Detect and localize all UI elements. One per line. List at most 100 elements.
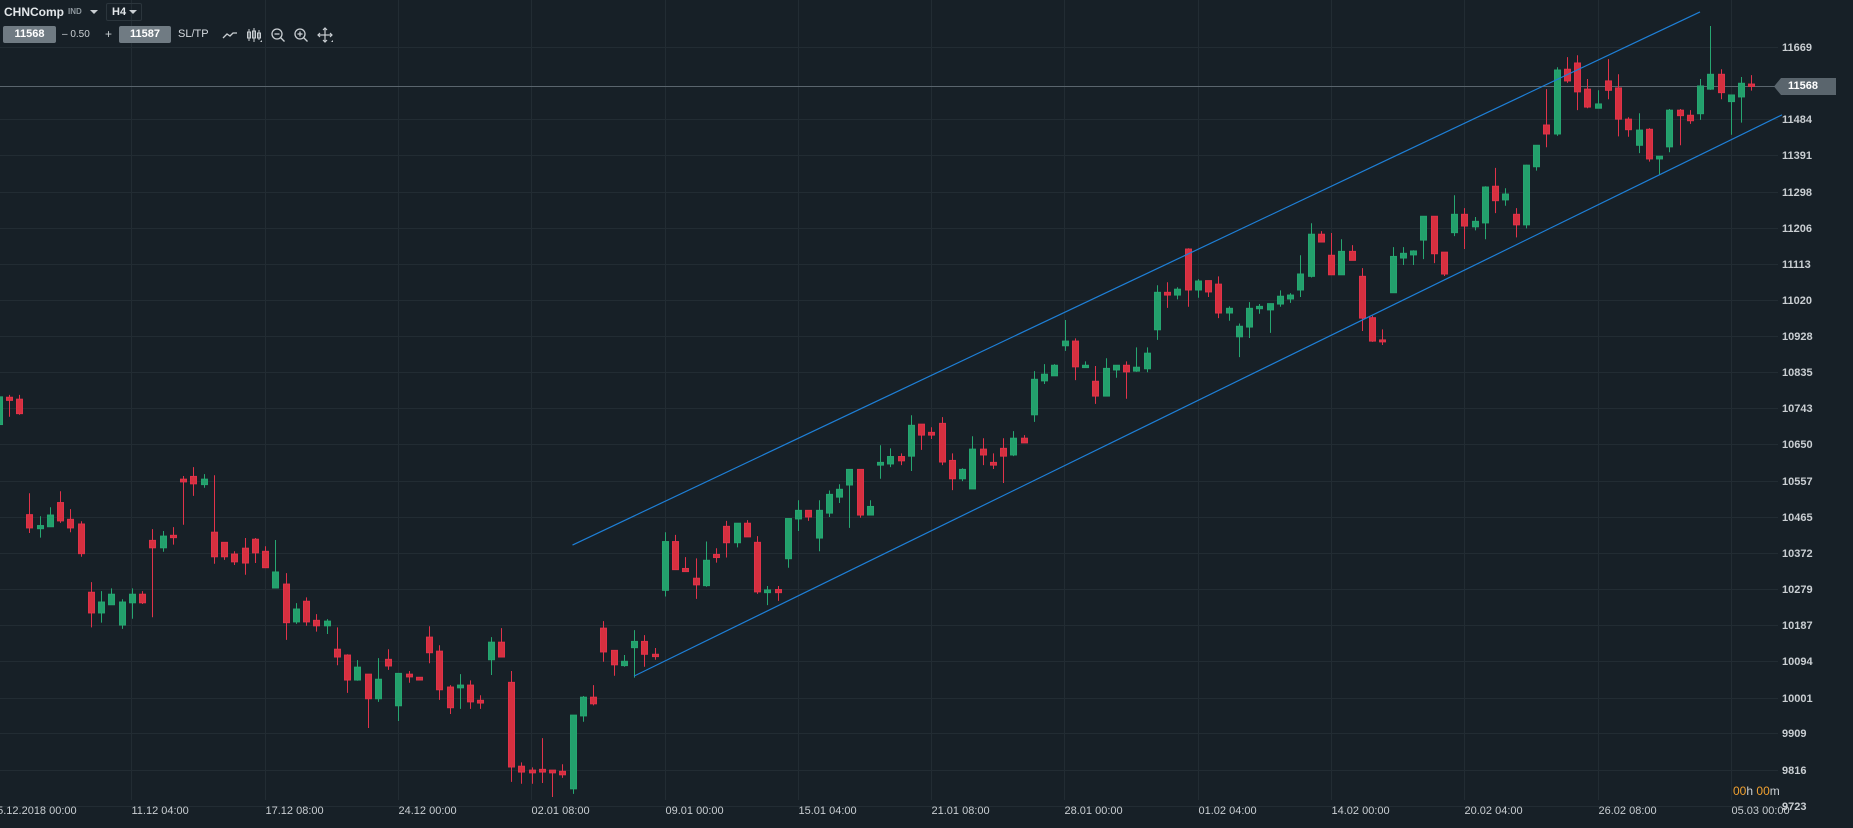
candle-up (1410, 250, 1417, 266)
candle-down (170, 527, 177, 545)
line-chart-icon[interactable] (222, 27, 238, 43)
candle-body (1174, 288, 1181, 296)
candle-up (488, 637, 495, 675)
candle-body (1646, 128, 1653, 160)
sell-price-button[interactable]: 11568 (3, 26, 56, 43)
candle-up (1062, 320, 1069, 351)
candle-up (1103, 358, 1110, 397)
candle-body (713, 553, 720, 559)
candle-down (436, 645, 443, 700)
candle-body (641, 640, 648, 655)
price-tick-label: 11669 (1782, 41, 1812, 54)
candle-body (231, 553, 238, 563)
candle-body (703, 559, 710, 587)
candle-body (682, 567, 689, 573)
candle-down (221, 541, 228, 560)
zoom-out-icon[interactable] (270, 27, 286, 43)
candle-body (1615, 87, 1622, 120)
candle-body (1349, 250, 1356, 261)
price-tick-label: 11298 (1782, 186, 1812, 199)
price-tick-label: 10465 (1782, 511, 1813, 524)
candle-up (1338, 239, 1345, 276)
buy-price-button[interactable]: 11587 (119, 26, 171, 43)
trend-channel[interactable] (572, 11, 1783, 677)
candle-body (1062, 340, 1069, 347)
move-icon[interactable] (317, 27, 333, 43)
candle-up (1390, 247, 1397, 294)
candle-down (67, 509, 74, 533)
chevron-down-icon[interactable] (90, 10, 98, 14)
candle-up (293, 603, 300, 624)
candle-up (1738, 77, 1745, 123)
candle-body (1523, 164, 1530, 226)
candle-down (518, 762, 525, 784)
toolbar: CHNComp IND H4 11568 – 0.50 + 11587 SL/T… (0, 0, 420, 50)
candle-down (262, 546, 269, 569)
price-tick-label: 10835 (1782, 366, 1813, 379)
candle-body (867, 505, 874, 516)
candle-body (1472, 220, 1479, 228)
candle-body (1369, 317, 1376, 342)
candle-body (918, 423, 925, 436)
candle-body (149, 539, 156, 549)
candle-body (1226, 307, 1233, 314)
candle-up (785, 518, 792, 568)
candle-down (1092, 366, 1099, 404)
candle-down (1615, 74, 1622, 137)
candle-body (1492, 185, 1499, 202)
time-tick-label: 20.02 04:00 (1464, 805, 1523, 817)
candle-up (1226, 306, 1233, 321)
candle-body (928, 431, 935, 436)
timeframe-select[interactable]: H4 (106, 3, 142, 21)
candle-body (898, 456, 905, 462)
price-tick-label: 11020 (1782, 294, 1812, 307)
asset-class[interactable]: IND (68, 7, 82, 16)
candlestick-chart-icon[interactable] (246, 27, 262, 43)
time-tick-label: 24.12 00:00 (398, 805, 457, 817)
countdown-minutes: 00 (1756, 784, 1770, 798)
candle-body (262, 550, 269, 569)
candle-up (826, 490, 833, 517)
candle-body (1205, 280, 1212, 293)
candle-body (457, 684, 464, 689)
sltp-button[interactable]: SL/TP (178, 28, 209, 40)
time-tick-label: 21.01 08:00 (931, 805, 990, 817)
price-tick-label: 11484 (1782, 113, 1812, 126)
candle-body (1636, 129, 1643, 146)
candle-body (365, 673, 372, 700)
candle-body (242, 547, 249, 564)
candle-up (1707, 25, 1714, 90)
candle-body (754, 541, 761, 593)
candle-body (1584, 88, 1591, 108)
candle-body (406, 673, 413, 678)
price-tick-label: 10279 (1782, 583, 1813, 596)
time-tick-label: 09.01 00:00 (665, 805, 724, 817)
price-tick-label: 9723 (1782, 800, 1807, 813)
countdown-m-unit: m (1769, 784, 1780, 798)
symbol-name[interactable]: CHNComp (4, 5, 64, 19)
candle-body (559, 770, 566, 776)
candle-body (1297, 273, 1304, 291)
candle-body (436, 650, 443, 691)
candle-body (723, 525, 730, 544)
candle-down (1215, 276, 1222, 319)
candle-body (1092, 380, 1099, 397)
candles (0, 25, 1755, 798)
candle-down (6, 394, 13, 417)
candle-body (1677, 109, 1684, 117)
candle-body (939, 422, 946, 463)
candle-body (1656, 155, 1663, 160)
candle-up (816, 500, 823, 552)
candle-body (1554, 69, 1561, 135)
candle-body (590, 696, 597, 705)
candle-down (1748, 75, 1755, 91)
candle-down (1021, 435, 1028, 444)
candle-up (1010, 431, 1017, 457)
candle-body (375, 678, 382, 700)
candle-body (1164, 291, 1171, 296)
zoom-in-icon[interactable] (293, 27, 309, 43)
candle-up (98, 591, 105, 623)
candle-up (0, 396, 3, 426)
candle-down (1564, 57, 1571, 83)
